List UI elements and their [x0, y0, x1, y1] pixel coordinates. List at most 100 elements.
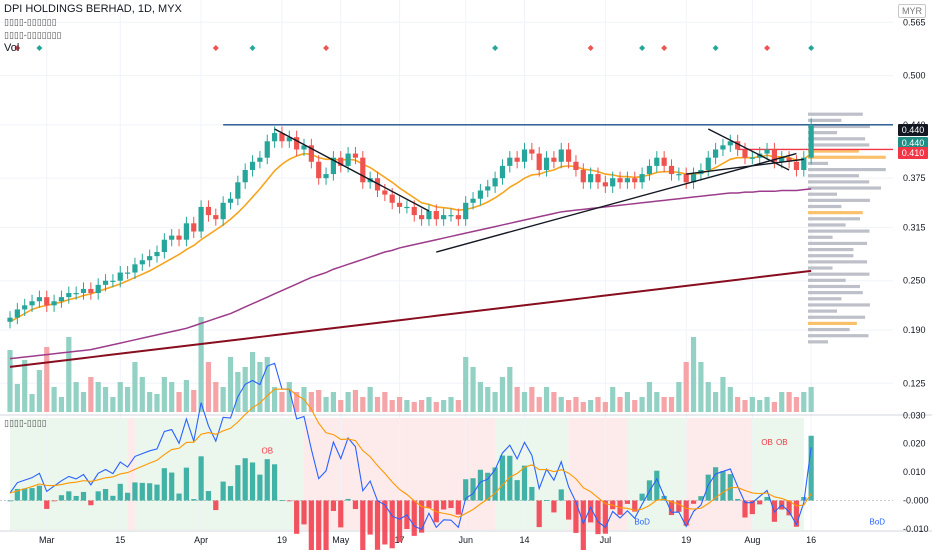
volume-bar	[80, 392, 87, 412]
oscillator-histogram-bar	[396, 500, 403, 543]
indicator-1-label: ▯▯▯▯-▯▯▯▯▯▯	[4, 17, 57, 27]
oscillator-tick-label: 0.010	[903, 467, 926, 477]
candle	[352, 147, 359, 165]
candle-body	[727, 141, 733, 146]
candle	[771, 142, 777, 169]
candle-body	[580, 169, 586, 183]
candle-body	[191, 223, 197, 232]
oscillator-signal-label: OB	[776, 438, 788, 447]
oscillator-histogram-bar	[389, 500, 395, 549]
candle	[485, 179, 491, 198]
candle	[808, 118, 814, 165]
indicator-2-label: ▯▯▯▯-▯▯▯▯▯▯▯	[4, 30, 62, 40]
candle	[742, 142, 748, 165]
candle-body	[308, 145, 314, 162]
x-tick-label: Apr	[194, 535, 208, 545]
oscillator-histogram-bar	[764, 496, 770, 501]
volume-profile-bar	[808, 131, 838, 135]
oscillator-zone	[134, 418, 304, 530]
currency-button[interactable]: MYR	[898, 4, 926, 18]
candle-body	[183, 223, 189, 240]
candle	[7, 311, 13, 329]
oscillator-histogram-bar	[749, 500, 755, 515]
volume-bar	[727, 387, 733, 412]
oscillator-histogram-bar	[29, 488, 35, 501]
signal-diamond	[639, 45, 646, 51]
oscillator-histogram-bar	[735, 499, 741, 501]
volume-bar	[705, 382, 711, 412]
oscillator-histogram-bar	[411, 500, 417, 536]
x-tick-label: 19	[277, 535, 287, 545]
oscillator-histogram-bar	[551, 500, 557, 513]
volume-profile-bar	[808, 297, 842, 301]
candle-body	[536, 153, 542, 170]
candle-body	[713, 149, 719, 158]
candle-body	[58, 297, 65, 302]
candle	[95, 278, 101, 300]
candle	[764, 142, 770, 161]
candle-body	[272, 133, 278, 142]
candle	[543, 151, 550, 177]
candle	[66, 286, 72, 304]
volume-bar	[191, 390, 197, 412]
oscillator-histogram-bar	[125, 492, 131, 501]
price-tag-line: 0.440	[898, 124, 928, 136]
volume-bar	[308, 392, 314, 412]
candle	[44, 290, 50, 312]
candle	[242, 163, 248, 189]
candle	[73, 286, 79, 300]
oscillator-histogram-bar	[286, 500, 292, 502]
volume-bar	[139, 377, 145, 412]
oscillator-histogram-bar	[536, 500, 542, 528]
candle-body	[139, 260, 145, 265]
volume-profile-bar	[808, 334, 869, 338]
candle	[558, 142, 564, 169]
candle	[735, 134, 741, 157]
volume-bar	[374, 397, 381, 412]
volume-bar	[742, 400, 748, 412]
oscillator-signal-line	[9, 388, 812, 518]
volume-profile-bar	[808, 309, 838, 313]
candle-body	[779, 157, 785, 162]
volume-profile-bar	[808, 241, 868, 246]
y-tick-label: 0.315	[903, 222, 926, 232]
signal-diamond	[249, 45, 256, 51]
fast-moving-average-line	[9, 152, 812, 323]
candle	[279, 126, 285, 148]
oscillator-histogram-bar	[588, 500, 594, 523]
candle	[441, 208, 447, 226]
x-tick-label: May	[332, 535, 350, 545]
volume-bar	[58, 397, 65, 412]
candle-body	[345, 153, 351, 166]
oscillator-histogram-bar	[316, 500, 322, 555]
volume-profile-bar	[808, 217, 861, 221]
candle-body	[404, 206, 410, 209]
candle-body	[676, 174, 682, 176]
candle-body	[235, 182, 241, 199]
volume-profile-bar	[808, 327, 850, 332]
candle-body	[801, 157, 807, 170]
candle-body	[426, 211, 432, 220]
volume-bar	[632, 400, 638, 412]
oscillator-histogram-bar	[14, 488, 20, 501]
x-tick-label: Jun	[458, 535, 473, 545]
candle-body	[360, 157, 366, 183]
candle	[235, 175, 241, 206]
candle	[338, 151, 344, 173]
signal-diamond	[764, 45, 771, 51]
oscillator-histogram-bar	[477, 469, 483, 501]
volume-bar	[683, 362, 689, 412]
candle	[110, 274, 116, 288]
volume-bar	[198, 317, 204, 412]
volume-bar	[154, 394, 160, 412]
candle-body	[7, 317, 13, 322]
oscillator-histogram-bar	[352, 500, 359, 510]
oscillator-histogram-bar	[698, 496, 704, 501]
oscillator-histogram-bar	[198, 456, 204, 501]
volume-bar	[713, 392, 719, 412]
candle-body	[654, 157, 660, 166]
oscillator-histogram-bar	[161, 468, 167, 501]
candle	[654, 151, 660, 173]
